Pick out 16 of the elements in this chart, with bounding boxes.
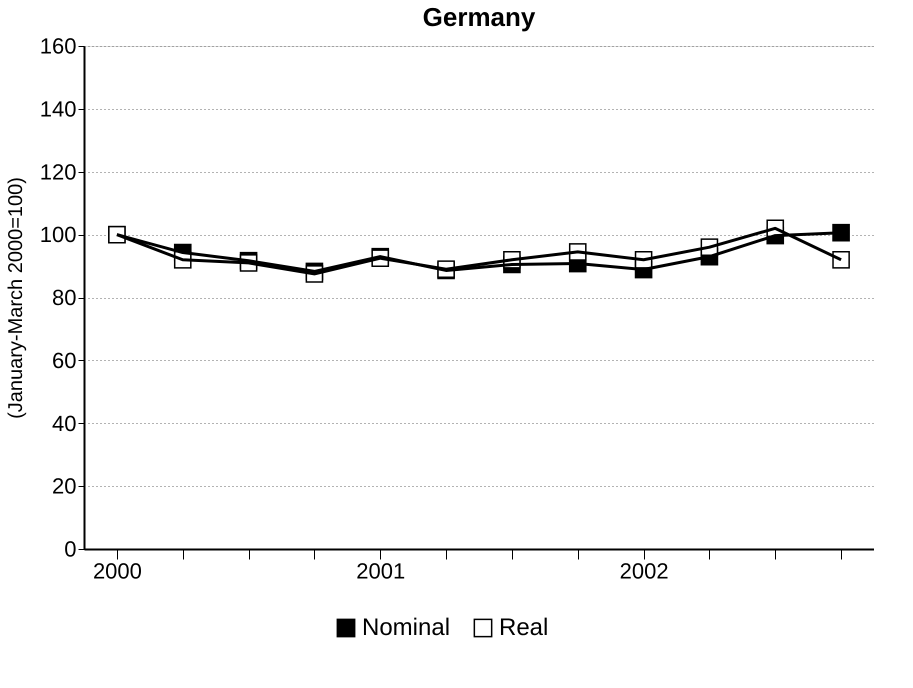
y-tick-label: 60 xyxy=(52,348,76,373)
legend-label: Real xyxy=(499,614,548,641)
y-tick-label: 100 xyxy=(40,222,76,248)
y-tick-label: 40 xyxy=(52,410,76,436)
y-tick-label: 160 xyxy=(40,34,76,58)
y-tick-label: 120 xyxy=(40,159,76,184)
y-tick-label: 80 xyxy=(52,285,76,310)
x-tick-label: 2000 xyxy=(92,558,142,584)
y-tick-label: 140 xyxy=(40,96,76,122)
chart-title: Germany xyxy=(422,2,536,32)
x-tick-label: 2001 xyxy=(356,558,406,584)
y-tick-label: 0 xyxy=(64,536,76,562)
x-tick-label: 2002 xyxy=(620,558,669,584)
y-tick-label: 20 xyxy=(52,474,76,499)
y-axis-title: (January-March 2000=100) xyxy=(4,177,27,419)
legend-label: Nominal xyxy=(362,614,450,641)
